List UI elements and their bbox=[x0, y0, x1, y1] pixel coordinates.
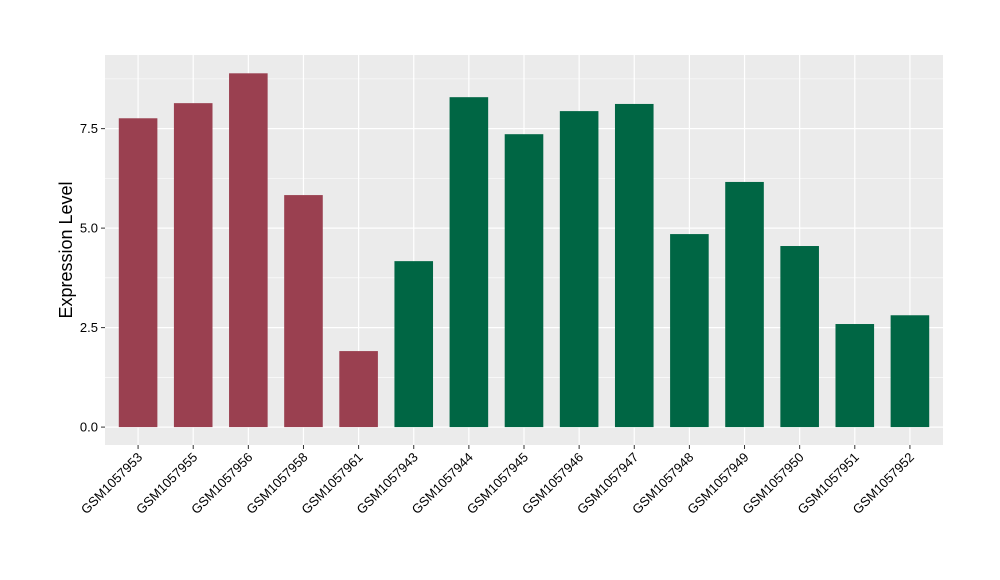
y-tick-label: 5.0 bbox=[80, 221, 98, 236]
bar-GSM1057950 bbox=[780, 246, 819, 428]
y-tick-label: 2.5 bbox=[80, 320, 98, 335]
bar-GSM1057945 bbox=[504, 134, 544, 428]
bar-GSM1057948 bbox=[670, 234, 709, 428]
bar-GSM1057958 bbox=[284, 195, 323, 428]
bar-GSM1057946 bbox=[559, 111, 599, 428]
bar-GSM1057951 bbox=[835, 324, 875, 428]
bar-GSM1057944 bbox=[449, 97, 489, 428]
bar-GSM1057956 bbox=[229, 73, 268, 428]
bar-GSM1057952 bbox=[890, 315, 930, 428]
y-tick-label: 7.5 bbox=[80, 121, 98, 136]
y-tick-label: 0.0 bbox=[80, 420, 98, 435]
bar-GSM1057961 bbox=[339, 351, 378, 428]
bar-GSM1057955 bbox=[173, 103, 213, 428]
bar-GSM1057953 bbox=[118, 118, 158, 428]
bar-GSM1057947 bbox=[614, 103, 654, 428]
y-axis-label: Expression Level bbox=[56, 181, 76, 318]
bar-GSM1057949 bbox=[725, 181, 764, 428]
bar-GSM1057943 bbox=[394, 261, 434, 428]
